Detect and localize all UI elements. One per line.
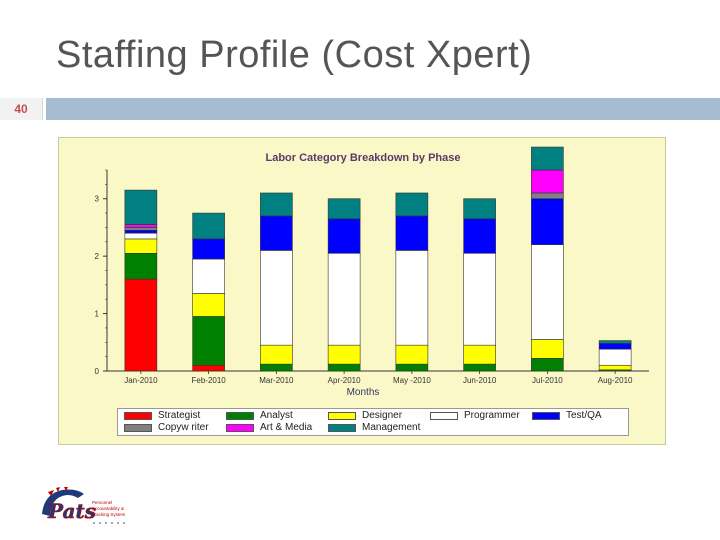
legend-swatch	[226, 411, 254, 420]
bar-segment-test-qa	[260, 215, 293, 251]
legend-item: Analyst	[226, 410, 293, 421]
bar-segment-strategist	[192, 364, 225, 372]
x-tick-label: Feb-2010	[192, 376, 227, 385]
bar-segment-analyst	[260, 363, 293, 372]
bar-segment-analyst	[327, 363, 361, 372]
bar-segment-strategist	[124, 278, 158, 372]
y-tick-label: 2	[95, 252, 100, 261]
bar-segment-programmer	[598, 348, 632, 366]
bar-segment-management	[395, 192, 429, 217]
legend-label: Art & Media	[260, 422, 313, 433]
bar-segment-programmer	[124, 232, 158, 240]
bar-segment-management	[124, 189, 158, 225]
bar-segment-management	[327, 198, 361, 220]
legend-label: Test/QA	[566, 410, 602, 421]
bar-segment-test-qa	[124, 230, 158, 234]
x-tick-label: Apr-2010	[328, 376, 361, 385]
legend-label: Designer	[362, 410, 403, 421]
bar-segment-test-qa	[463, 218, 496, 254]
bar-segment-programmer	[395, 250, 429, 346]
chart-plot: 0 1 2 3 Jan-2010 Feb-2010 Mar-2010 Apr-2010 May …	[95, 146, 649, 385]
legend-swatch	[124, 423, 152, 432]
legend-swatch	[532, 411, 560, 420]
legend-swatch	[328, 423, 356, 432]
x-tick-label: Mar-2010	[259, 376, 294, 385]
chart-frame: 0 1 2 3 Jan-2010 Feb-2010 Mar-2010 Apr-2010 May …	[58, 137, 666, 445]
legend-swatch	[430, 411, 458, 420]
bar-segment-designer	[463, 344, 496, 365]
bar-segment-designer	[124, 238, 158, 254]
legend-item: Strategist	[124, 410, 200, 421]
bar-segment-programmer	[531, 244, 564, 340]
legend-label: Management	[362, 422, 421, 433]
legend-item: Test/QA	[532, 410, 602, 421]
bar-segment-analyst	[192, 316, 225, 366]
bar-segment-analyst	[531, 358, 564, 372]
chart-legend: Strategist Analyst Designer Programmer Test/…	[117, 408, 629, 436]
legend-label: Copyw riter	[158, 422, 209, 433]
y-tick-label: 3	[95, 195, 100, 204]
bar-segment-management	[463, 198, 496, 220]
svg-text:Tracking System: Tracking System	[92, 512, 126, 517]
legend-item: Copyw riter	[124, 422, 209, 433]
x-tick-label: Jan-2010	[124, 376, 158, 385]
bar-segment-designer	[260, 344, 293, 365]
bar-segment-programmer	[260, 250, 293, 346]
x-axis-label: Months	[346, 387, 380, 398]
bar-segment-test-qa	[395, 215, 429, 251]
bar-segment-analyst	[124, 252, 158, 280]
logo-wordmark: Pats	[47, 499, 96, 523]
legend-swatch	[124, 411, 152, 420]
legend-label: Strategist	[158, 410, 201, 421]
legend-item: Designer	[328, 410, 402, 421]
bar-segment-management	[192, 212, 225, 240]
legend-swatch	[328, 411, 356, 420]
bar-segment-designer	[531, 339, 564, 359]
bar-segment-programmer	[463, 252, 496, 346]
bar-segment-test-qa	[598, 343, 632, 350]
bar-segment-art-media	[124, 224, 158, 228]
legend-item: Programmer	[430, 410, 520, 421]
bar-segment-management	[531, 146, 564, 171]
bar-segment-art-media	[531, 169, 564, 194]
bar-segment-analyst	[463, 363, 496, 372]
x-tick-label: Aug-2010	[598, 376, 633, 385]
bar-segment-test-qa	[531, 198, 564, 245]
bar-segment-analyst	[395, 363, 429, 372]
legend-swatch	[226, 423, 254, 432]
x-tick-label: May -2010	[393, 376, 431, 385]
bar-segment-designer	[598, 364, 632, 371]
bar-segment-designer	[327, 344, 361, 365]
legend-label: Programmer	[464, 410, 520, 421]
legend-item: Management	[328, 422, 420, 433]
bar-segment-designer	[395, 344, 429, 365]
x-tick-label: Jun-2010	[463, 376, 497, 385]
bar-segment-programmer	[327, 252, 361, 346]
bar-segment-programmer	[192, 258, 225, 294]
y-tick-label: 0	[95, 367, 100, 376]
bar-segment-copyw-riter	[124, 227, 158, 231]
bar-segment-test-qa	[192, 238, 225, 260]
legend-label: Analyst	[260, 410, 293, 421]
bar-segment-copyw-riter	[531, 192, 564, 200]
slide-title: Staffing Profile (Cost Xpert)	[56, 34, 533, 76]
title-underline-bar	[46, 98, 720, 120]
bar-segment-test-qa	[327, 218, 361, 254]
legend-item: Art & Media	[226, 422, 312, 433]
y-tick-label: 1	[95, 310, 100, 319]
bar-segment-designer	[192, 293, 225, 317]
pats-logo: Pats Personnel Accountability & Tracking…	[42, 487, 126, 524]
bar-segment-management	[598, 340, 632, 344]
slide-number: 40	[0, 98, 43, 120]
bar-segment-management	[260, 192, 293, 217]
x-tick-label: Jul-2010	[532, 376, 563, 385]
chart-title: Labor Category Breakdown by Phase	[265, 152, 461, 164]
svg-text:Personnel: Personnel	[92, 500, 112, 505]
svg-text:Accountability &: Accountability &	[92, 506, 124, 511]
